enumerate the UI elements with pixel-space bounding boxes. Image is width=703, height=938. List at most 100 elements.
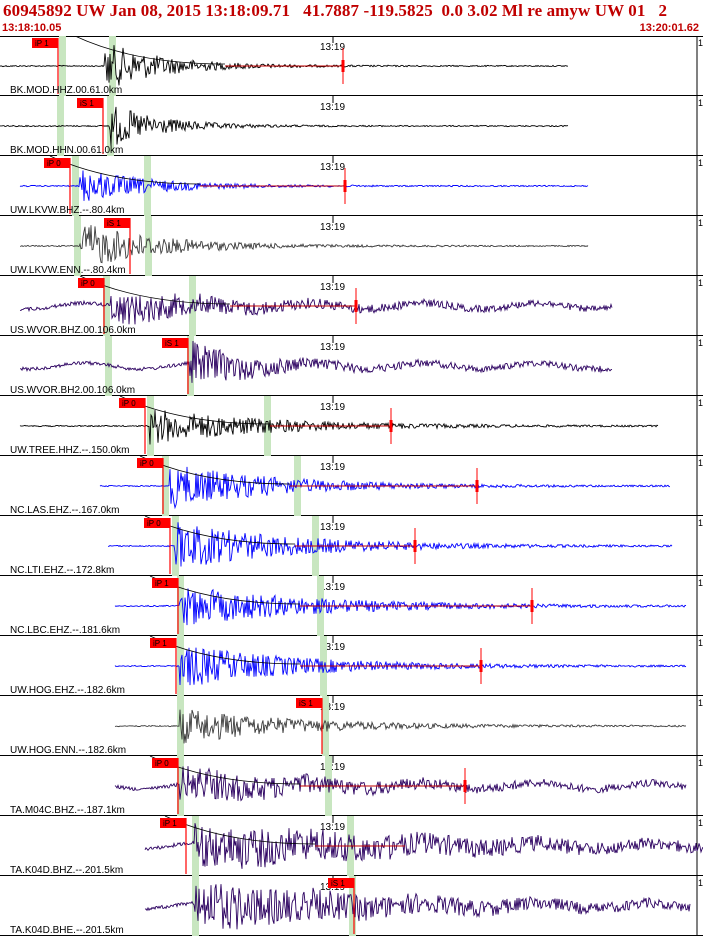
- waveform: [0, 106, 569, 146]
- waveform: [144, 884, 691, 930]
- phase-marker-box: [343, 180, 347, 192]
- trace-panel: 13:19 1 iP 1 NC.LBC.EHZ.--.181.6km: [0, 575, 703, 636]
- window-end-time: 13:20:01.62: [639, 22, 699, 34]
- pick-badge: iS 1: [104, 218, 131, 274]
- minute-label: 13:19: [320, 102, 345, 113]
- phase-window: [264, 396, 271, 456]
- station-label: UW.LKVW.BHZ.--.80.4km: [10, 205, 124, 216]
- waveform: [144, 823, 703, 869]
- minute-label: 13:19: [320, 402, 345, 413]
- pick-box: [144, 518, 170, 528]
- waveform: [19, 409, 659, 445]
- waveform: [0, 45, 569, 86]
- panel-count-label: 1: [698, 278, 703, 288]
- minute-label: 13:19: [320, 642, 345, 653]
- pick-badge: iS 1: [296, 698, 323, 754]
- pick-label: iP 1: [163, 819, 177, 828]
- waveform: [114, 709, 687, 744]
- pick-badge: iS 1: [328, 878, 355, 934]
- minute-label: 13:19: [320, 702, 345, 713]
- phase-window: [109, 36, 116, 96]
- pick-badge: iP 0: [44, 158, 71, 214]
- panel-count-label: 1: [698, 518, 703, 528]
- waveform: [19, 340, 613, 383]
- station-label: NC.LBC.EHZ.--.181.6km: [10, 625, 120, 636]
- pick-label: iP 1: [155, 579, 169, 588]
- waveform: [114, 647, 687, 686]
- panel-count-label: 1: [698, 398, 703, 408]
- minute-label: 13:19: [320, 582, 345, 593]
- waveform: [99, 466, 671, 510]
- trace-panel: 13:19 1 iP 0 US.WVOR.BHZ.00.106.0km: [0, 275, 703, 336]
- trace-panel: 13:19 1 iP 1 BK.MOD.HHZ.00.61.0km: [0, 36, 703, 96]
- waveform: [114, 766, 687, 802]
- pick-badge: iP 1: [160, 818, 187, 874]
- event-header: 60945892 UW Jan 08, 2015 13:18:09.71 41.…: [0, 0, 703, 37]
- panel-count-label: 1: [698, 158, 703, 168]
- phase-window: [103, 276, 110, 336]
- trace-panel: 13:19 1 iS 1 UW.LKVW.ENN.--.80.4km: [0, 216, 703, 276]
- pick-badge: iP 1: [32, 38, 59, 94]
- window-start-time: 13:18:10.05: [2, 22, 62, 34]
- panel-count-label: 1: [698, 338, 703, 348]
- trace-panel: 13:19 1 iS 1 UW.HOG.ENN.--.182.6km: [0, 696, 703, 756]
- station-label: US.WVOR.BH2.00.106.0km: [10, 385, 135, 396]
- minute-label: 13:19: [320, 222, 345, 233]
- pick-label: iS 1: [331, 879, 345, 888]
- phase-window: [145, 216, 152, 276]
- waveform: [108, 522, 673, 567]
- phase-window: [192, 816, 199, 876]
- minute-label: 13:19: [320, 42, 345, 53]
- panel-count-label: 1: [698, 758, 703, 768]
- pick-label: iP 1: [153, 639, 167, 648]
- pick-box: [119, 398, 145, 408]
- pick-badge: iS 1: [162, 338, 189, 394]
- pick-label: iS 1: [107, 219, 121, 228]
- phase-marker-box: [413, 540, 417, 552]
- station-label: UW.LKVW.ENN.--.80.4km: [10, 265, 126, 276]
- panel-count-label: 1: [698, 458, 703, 468]
- pick-label: iP 1: [35, 39, 49, 48]
- pick-badge: iS 1: [77, 98, 104, 154]
- station-label: TA.K04D.BHE.--.201.5km: [10, 925, 124, 936]
- event-title: 60945892 UW Jan 08, 2015 13:18:09.71 41.…: [3, 1, 668, 20]
- trace-panel: 13:19 1 iP 0 UW.TREE.HHZ.--.150.0km: [0, 395, 703, 456]
- station-label: NC.LAS.EHZ.--.167.0km: [10, 505, 119, 516]
- waveform: [19, 293, 613, 325]
- phase-window: [322, 696, 329, 756]
- pick-badge: iP 0: [144, 518, 171, 574]
- pick-box: [78, 278, 104, 288]
- pick-box: [150, 638, 176, 648]
- panel-count-label: 1: [698, 98, 703, 108]
- waveform: [19, 225, 589, 264]
- pick-label: iP 0: [155, 759, 169, 768]
- minute-label: 13:19: [320, 462, 345, 473]
- pick-label: iP 0: [140, 459, 154, 468]
- panel-count-label: 1: [698, 698, 703, 708]
- minute-label: 13:19: [320, 522, 345, 533]
- minute-label: 13:19: [320, 282, 345, 293]
- phase-marker-box: [463, 780, 467, 792]
- pick-box: [160, 818, 186, 828]
- minute-label: 13:19: [320, 762, 345, 773]
- trace-panel: 13:19 1 iP 0 UW.LKVW.BHZ.--.80.4km: [0, 155, 703, 216]
- trace-panel: 13:19 1 iS 1 BK.MOD.HHN.00.61.0km: [0, 96, 703, 156]
- phase-marker-box: [479, 660, 483, 672]
- pick-box: [104, 218, 130, 228]
- pick-box: [32, 38, 58, 48]
- phase-window: [177, 756, 184, 816]
- station-label: UW.HOG.ENN.--.182.6km: [10, 745, 126, 756]
- pick-box: [296, 698, 322, 708]
- pick-box: [44, 158, 70, 168]
- pick-box: [137, 458, 163, 468]
- waveform: [114, 588, 687, 626]
- station-label: BK.MOD.HHZ.00.61.0km: [10, 85, 122, 96]
- pick-label: iS 1: [80, 99, 94, 108]
- phase-marker-box: [354, 300, 358, 312]
- minute-label: 13:19: [320, 822, 345, 833]
- pick-badge: iP 0: [78, 278, 105, 334]
- pick-box: [152, 578, 178, 588]
- trace-panel: 13:19 1 iP 0 NC.LAS.EHZ.--.167.0km: [0, 455, 703, 516]
- trace-panel: 13:19 1 iP 0 NC.LTI.EHZ.--.172.8km: [0, 515, 703, 576]
